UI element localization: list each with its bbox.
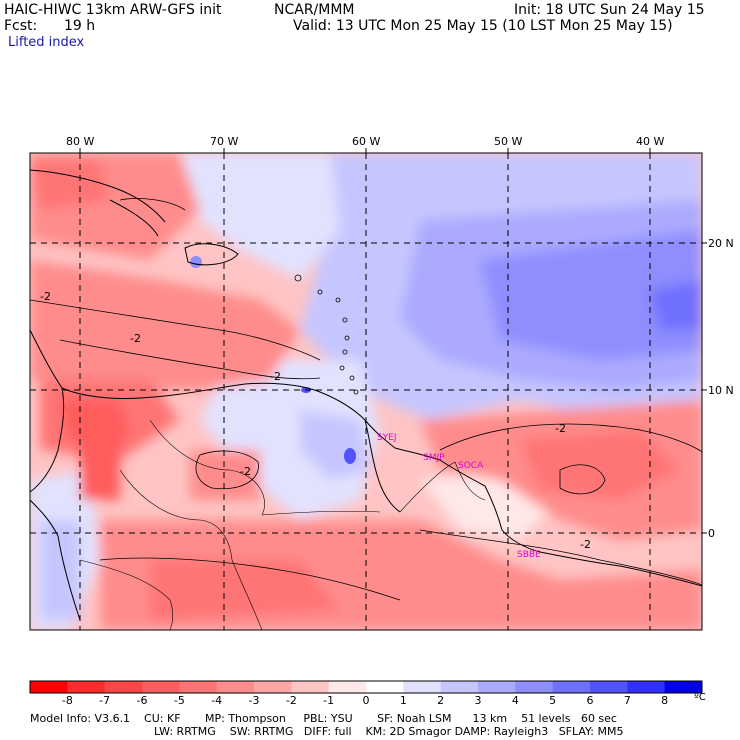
lat-label-20n: 20 N [708,237,734,250]
colorbar-tick-label: 4 [511,694,519,707]
station-sbbe: SBBE [517,550,541,560]
map-frame [29,152,703,631]
colorbar-frame [29,680,703,694]
lon-label-60w: 60 W [352,135,380,148]
colorbar-tick-label: -6 [136,694,148,707]
colorbar-tick-label: -7 [99,694,111,707]
colorbar-swatch [291,681,330,693]
contour-label: -2 [130,332,141,345]
colorbar-swatch [403,681,442,693]
lon-label-50w: 50 W [494,135,522,148]
forecast-hour: 19 h [64,18,96,34]
forecast-label: Fcst: [4,18,38,34]
colorbar-swatch [30,681,68,693]
colorbar-swatch [104,681,143,693]
colorbar-tick-label: -2 [285,694,297,707]
colorbar-swatch [440,681,479,693]
colorbar-swatch [366,681,404,693]
station-soca: SOCA [458,461,484,471]
valid-time: Valid: 13 UTC Mon 25 May 15 (10 LST Mon … [293,18,673,34]
colorbar-tick-label: 1 [399,694,407,707]
contour-label: -2 [240,465,251,478]
lat-label-0: 0 [708,527,715,540]
lat-label-10n: 10 N [708,384,734,397]
lon-label-70w: 70 W [210,135,238,148]
station-syej: SYEJ [377,433,397,443]
colorbar-swatch [179,681,218,693]
colorbar-swatch [478,681,516,693]
contour-label: -2 [270,370,281,383]
colorbar-tick-label: -4 [211,694,223,707]
colorbar-tick-label: 5 [549,694,557,707]
islands [294,274,359,395]
colorbar-tick-label: -5 [173,694,185,707]
field-name: Lifted index [8,35,85,50]
colorbar-swatch [216,681,255,693]
colorbar-tick-label: 2 [437,694,445,707]
lon-label-80w: 80 W [66,135,94,148]
lon-label-40w: 40 W [636,135,664,148]
country-borders [79,419,486,630]
colorbar-swatch [67,681,106,693]
stable-spot-hispaniola [190,256,202,268]
colorbar-swatch [552,681,591,693]
contour-label: -2 [40,290,51,303]
contour-label: -2 [580,538,591,551]
contour-label: -2 [555,422,566,435]
model-info-line1: Model Info: V3.6.1 CU: KF MP: Thompson P… [30,712,617,725]
station-smjp: SMJP [423,453,445,463]
init-time: Init: 18 UTC Sun 24 May 15 [514,2,705,18]
colorbar-tick-label: 3 [474,694,482,707]
colorbar-tick-label: 7 [623,694,631,707]
colorbar-swatch [254,681,292,693]
colorbar-swatch [515,681,554,693]
colorbar-unit: ºC [694,692,706,703]
colorbar-swatch [664,681,703,693]
colorbar-swatch [590,681,628,693]
colorbar-swatch [328,681,367,693]
colorbar-tick-label: 0 [362,694,370,707]
org-title: NCAR/MMM [274,2,355,18]
unstable-spot [344,448,356,464]
colorbar-tick-label: -3 [248,694,260,707]
contour-lines [30,198,702,601]
axis-ticks [79,148,707,534]
lat-lon-grid [30,153,702,630]
colorbar-tick-label: -8 [61,694,73,707]
colorbar [29,680,703,694]
colorbar-tick-label: -1 [323,694,335,707]
colorbar-tick-label: 8 [661,694,669,707]
colorbar-swatch [627,681,666,693]
colorbar-swatch [142,681,180,693]
colorbar-tick-label: 6 [586,694,594,707]
coastlines [30,169,702,621]
model-info-line2: LW: RRTMG SW: RRTMG DIFF: full KM: 2D Sm… [154,725,624,738]
model-title: HAIC-HIWC 13km ARW-GFS init [4,2,222,18]
